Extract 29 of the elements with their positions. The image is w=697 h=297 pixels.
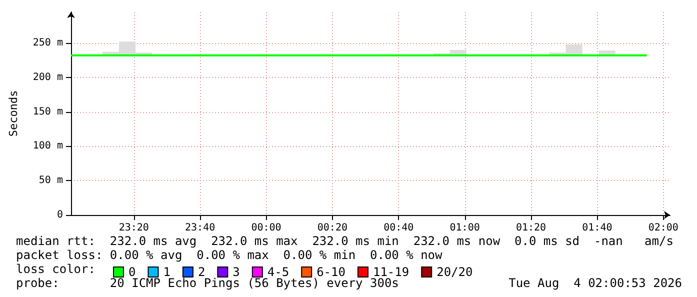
x-tick-label: 01:00 bbox=[450, 222, 480, 234]
text: loss color: bbox=[16, 262, 96, 276]
legend-label: 1 bbox=[163, 265, 170, 279]
y-tick-label: 50 m bbox=[38, 175, 63, 186]
legend-label: 2 bbox=[198, 265, 206, 279]
text: packet loss: 0.00 % avg 0.00 % max 0.00 % min 0.00 % now bbox=[16, 248, 444, 262]
x-tick-label: 00:40 bbox=[384, 222, 414, 234]
legend-label: 3 bbox=[232, 265, 240, 279]
y-tick-label: 0 bbox=[56, 210, 63, 220]
x-tick-label: 01:20 bbox=[516, 222, 546, 234]
text: Tue Aug 4 02:00:53 2026 bbox=[508, 276, 682, 290]
legend-label: 0 bbox=[128, 265, 136, 279]
y-tick-label: 100 m bbox=[32, 140, 63, 152]
y-tick-label: 250 m bbox=[32, 37, 63, 48]
x-tick-label: 02:00 bbox=[648, 222, 678, 234]
x-tick-label: 01:40 bbox=[582, 222, 612, 234]
y-axis-title: Seconds bbox=[7, 90, 20, 137]
legend-label: 20/20 bbox=[436, 265, 473, 279]
x-tick-label: 00:00 bbox=[251, 222, 282, 234]
legend-label: 6-10 bbox=[316, 265, 346, 279]
text: median rtt: 232.0 ms avg 232.0 ms max 232.0 ms min 232.0 ms now 0.0 ms sd -nan am/s bbox=[16, 234, 674, 248]
text: probe: 20 ICMP Echo Pings (56 Bytes) every 300s bbox=[16, 276, 399, 290]
x-tick-label: 23:40 bbox=[185, 222, 216, 234]
legend-label: 4-5 bbox=[267, 265, 290, 279]
y-tick-label: 150 m bbox=[32, 106, 63, 118]
legend-label: 11-19 bbox=[372, 265, 410, 279]
y-tick-label: 200 m bbox=[32, 72, 63, 83]
x-tick-label: 23:20 bbox=[118, 222, 149, 234]
x-tick-label: 00:20 bbox=[317, 222, 348, 234]
